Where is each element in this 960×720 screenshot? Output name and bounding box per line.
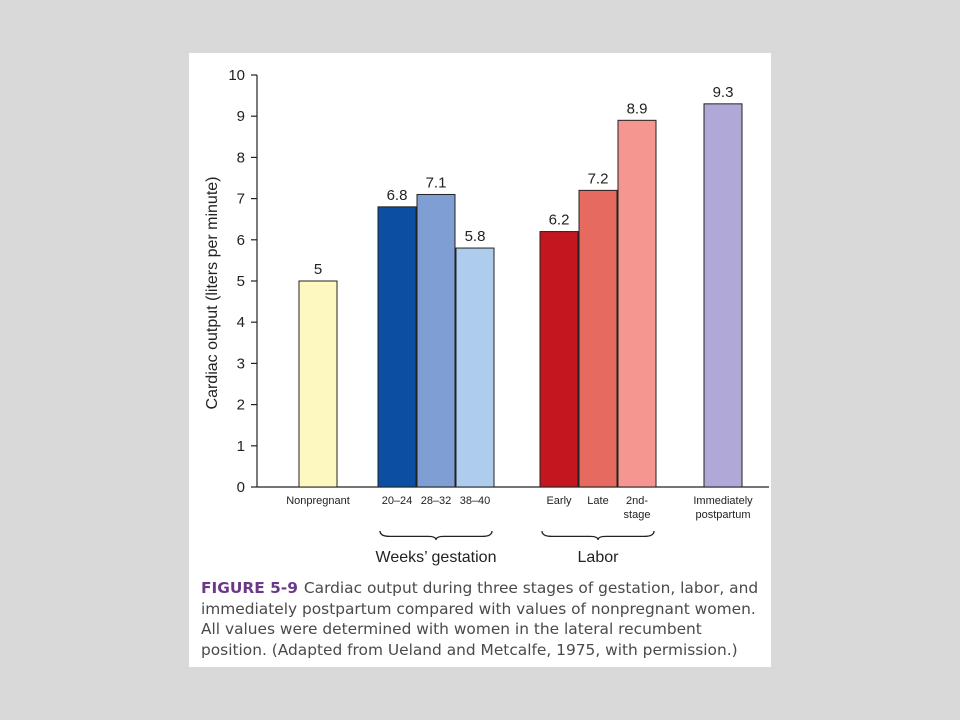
bar xyxy=(703,103,743,488)
y-tick-label: 7 xyxy=(237,191,245,208)
y-tick-label: 10 xyxy=(228,67,245,84)
category-label: Early xyxy=(546,495,572,507)
bar xyxy=(455,247,495,488)
y-axis-title: Cardiac output (liters per minute) xyxy=(204,177,221,410)
group-brace xyxy=(541,530,655,541)
bar-value-label: 5.8 xyxy=(465,228,486,245)
bar-value-label: 6.8 xyxy=(387,187,408,204)
y-tick-label: 0 xyxy=(237,479,245,496)
category-label: 2nd- xyxy=(626,495,648,507)
bar-value-label: 5 xyxy=(314,261,322,278)
y-tick-label: 5 xyxy=(237,273,245,290)
y-tick-label: 8 xyxy=(237,149,245,166)
caption-label: FIGURE 5-9 xyxy=(201,579,298,597)
y-tick-label: 3 xyxy=(237,355,245,372)
bar-value-label: 8.9 xyxy=(627,100,648,117)
group-label: Weeks’ gestation xyxy=(376,549,497,566)
bar xyxy=(298,280,338,488)
bar xyxy=(539,231,579,488)
group-brace xyxy=(379,530,493,541)
bar xyxy=(377,206,417,488)
bar-value-label: 9.3 xyxy=(713,84,734,101)
figure-caption: FIGURE 5-9 Cardiac output during three st… xyxy=(201,578,763,660)
category-label: 38–40 xyxy=(460,495,491,507)
bar xyxy=(416,193,456,488)
caption-text: Cardiac output during three stages of ge… xyxy=(201,579,759,659)
y-tick-label: 6 xyxy=(237,232,245,249)
category-label: stage xyxy=(624,509,651,521)
y-tick-label: 9 xyxy=(237,108,245,125)
bar-value-label: 6.2 xyxy=(549,212,570,229)
category-label: Late xyxy=(587,495,608,507)
category-label: Immediately xyxy=(693,495,753,507)
category-label: 20–24 xyxy=(382,495,413,507)
y-tick-label: 1 xyxy=(237,438,245,455)
bar xyxy=(617,119,657,488)
y-tick-label: 2 xyxy=(237,397,245,414)
category-label: postpartum xyxy=(695,509,750,521)
bars xyxy=(298,103,743,488)
labels: 5 Nonpregnant 6.8 20–24 7.1 28–32 5.8 38–40 6.2 E… xyxy=(286,84,753,566)
axes: 0 1 2 3 4 5 6 7 8 9 10 xyxy=(228,67,769,496)
y-tick-label: 4 xyxy=(237,314,245,331)
bar xyxy=(578,189,618,488)
bar-value-label: 7.1 xyxy=(426,174,447,191)
category-label: Nonpregnant xyxy=(286,495,350,507)
category-label: 28–32 xyxy=(421,495,452,507)
figure-panel: Cardiac output (liters per minute) 0 1 2 3 4… xyxy=(189,53,771,667)
group-label: Labor xyxy=(578,549,620,566)
bar-value-label: 7.2 xyxy=(588,170,609,187)
bar-chart: Cardiac output (liters per minute) 0 1 2 3 4… xyxy=(204,67,769,566)
